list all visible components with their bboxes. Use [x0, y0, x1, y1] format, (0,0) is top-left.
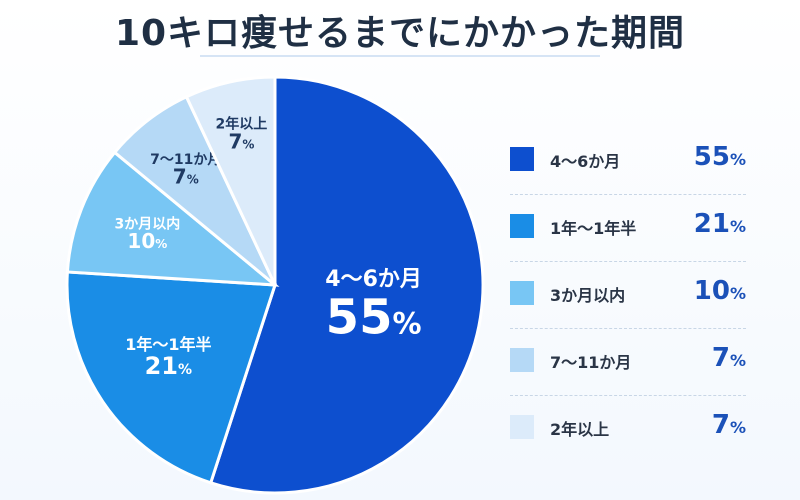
legend-label: 7～11か月 [550, 353, 632, 372]
legend-label: 3か月以内 [550, 286, 626, 305]
legend-swatch [510, 281, 534, 305]
legend-value: 21% [693, 209, 746, 239]
slice-within-3-months [65, 150, 280, 287]
slice-label-category: 4～6か月 [325, 267, 422, 292]
slice-label-value: 7% [228, 130, 254, 154]
legend: 4～6か月 55% 1年～1年半 21% 3か月以内 10% 7～11か月 7% 2年以上 7% [510, 128, 746, 462]
slice-label-category: 1年～1年半 [125, 335, 211, 354]
title-underline [200, 55, 600, 57]
legend-swatch [510, 415, 534, 439]
legend-item: 1年～1年半 21% [510, 195, 746, 262]
chart-title: 10キロ痩せるまでにかかった期間 [114, 13, 686, 54]
slice-label-value: 7% [173, 165, 199, 189]
slice-1-1.5-years [65, 270, 278, 485]
legend-swatch [510, 147, 534, 171]
legend-label: 2年以上 [550, 420, 610, 439]
slice-label-category: 7～11か月 [150, 152, 221, 168]
slice-label-value: 21% [145, 352, 192, 380]
legend-value: 7% [711, 343, 746, 373]
legend-value: 55% [693, 142, 746, 172]
slice-label-category: 3か月以内 [114, 215, 180, 232]
slice-2-years-plus [184, 75, 277, 286]
slice-label-category: 2年以上 [216, 116, 268, 133]
legend-swatch [510, 348, 534, 372]
legend-item: 3か月以内 10% [510, 262, 746, 329]
legend-value: 7% [711, 410, 746, 440]
legend-label: 1年～1年半 [550, 219, 637, 238]
slice-label-value: 55% [326, 290, 422, 346]
legend-value: 10% [693, 276, 746, 306]
slice-label-value: 10% [127, 229, 167, 253]
legend-swatch [510, 214, 534, 238]
legend-item: 4～6か月 55% [510, 128, 746, 195]
legend-item: 2年以上 7% [510, 396, 746, 462]
slice-4-6-months [208, 75, 485, 495]
legend-label: 4～6か月 [550, 152, 621, 171]
legend-item: 7～11か月 7% [510, 329, 746, 396]
